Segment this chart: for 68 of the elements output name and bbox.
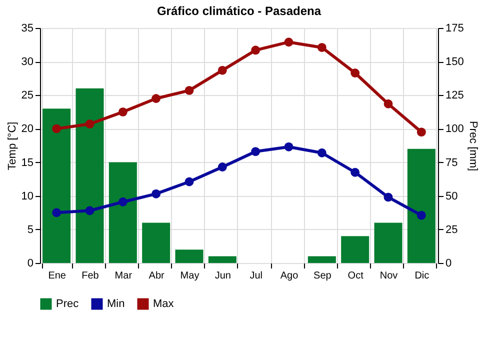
x-tick-label: Abr bbox=[148, 270, 166, 282]
y-tick-label: 15 bbox=[21, 156, 34, 169]
y2-tick-label: 25 bbox=[446, 224, 458, 236]
y-tick-label: 30 bbox=[21, 56, 34, 68]
y-tick-label: 35 bbox=[21, 22, 34, 34]
point bbox=[416, 128, 426, 137]
x-tick-label: Jul bbox=[250, 270, 262, 282]
point bbox=[317, 148, 326, 158]
bar bbox=[142, 222, 170, 263]
bar bbox=[407, 148, 436, 263]
point bbox=[152, 189, 161, 198]
point bbox=[118, 107, 128, 116]
bar bbox=[374, 222, 402, 263]
x-tick-label: Nov bbox=[380, 270, 398, 282]
point bbox=[218, 66, 227, 75]
x-tick-label: Dic bbox=[414, 270, 430, 282]
point bbox=[184, 177, 194, 186]
y-tick-label: 25 bbox=[21, 90, 34, 102]
x-tick-label: Sep bbox=[314, 270, 332, 282]
bar bbox=[76, 88, 104, 263]
legend-label: Min bbox=[107, 298, 125, 310]
bar bbox=[108, 162, 137, 263]
point bbox=[118, 197, 128, 206]
bar bbox=[308, 256, 336, 263]
point bbox=[218, 162, 227, 172]
y2-axis-title: Prec [mm] bbox=[466, 120, 479, 172]
y2-tick-label: 0 bbox=[446, 258, 452, 270]
legend-label: Prec bbox=[56, 298, 80, 310]
legend-label: Max bbox=[153, 298, 174, 310]
point bbox=[284, 38, 294, 47]
point bbox=[416, 210, 426, 220]
bar bbox=[341, 236, 370, 263]
y2-tick-label: 150 bbox=[446, 56, 464, 68]
y2-tick-label: 50 bbox=[446, 190, 458, 202]
x-tick-label: Feb bbox=[82, 270, 100, 282]
point bbox=[384, 99, 393, 108]
x-tick-label: Ene bbox=[48, 270, 66, 282]
y-tick-label: 10 bbox=[21, 190, 34, 202]
point bbox=[251, 46, 260, 55]
y2-tick-label: 100 bbox=[446, 123, 464, 136]
point bbox=[350, 68, 360, 78]
point bbox=[384, 192, 393, 202]
y2-tick-label: 175 bbox=[446, 22, 464, 34]
x-tick-label: Ago bbox=[280, 270, 299, 282]
y-tick-label: 0 bbox=[27, 258, 34, 270]
point bbox=[251, 147, 260, 156]
point bbox=[85, 120, 94, 128]
point bbox=[317, 43, 326, 52]
chart-title: Gráfico climático - Pasadena bbox=[156, 4, 322, 18]
y2-tick-label: 75 bbox=[446, 156, 458, 169]
point bbox=[184, 86, 194, 95]
y-tick-label: 5 bbox=[27, 224, 34, 236]
bar bbox=[175, 250, 204, 263]
point bbox=[350, 168, 360, 177]
x-tick-label: Mar bbox=[114, 270, 133, 282]
y2-tick-label: 125 bbox=[446, 90, 464, 102]
bar bbox=[42, 108, 71, 263]
x-tick-label: Jun bbox=[214, 270, 231, 282]
bar bbox=[208, 256, 236, 263]
point bbox=[52, 124, 62, 134]
y-axis-title: Temp [°C] bbox=[6, 122, 18, 170]
point bbox=[284, 142, 294, 152]
x-tick-label: May bbox=[180, 270, 200, 282]
x-tick-label: Oct bbox=[348, 270, 364, 282]
point bbox=[85, 206, 94, 216]
y-tick-label: 20 bbox=[21, 123, 34, 136]
point bbox=[52, 208, 62, 218]
point bbox=[152, 94, 161, 103]
